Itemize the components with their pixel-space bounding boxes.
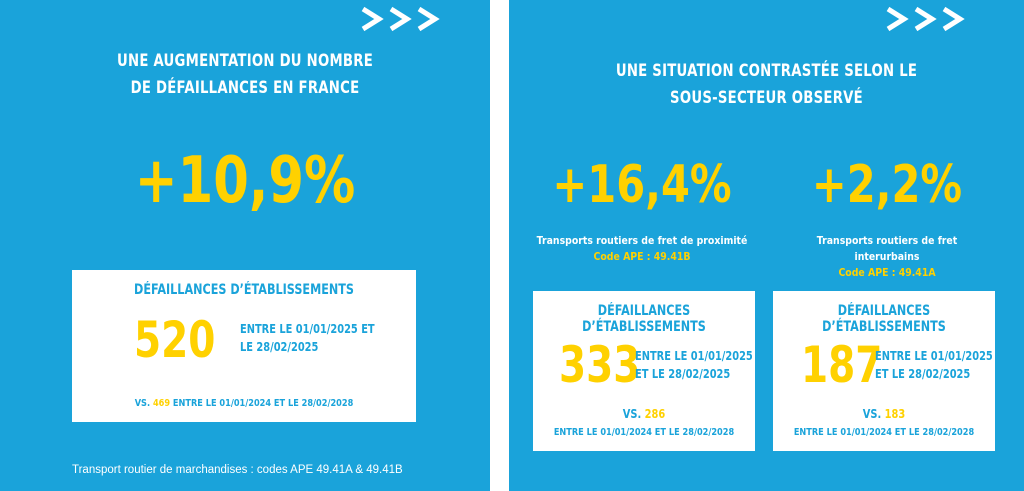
failure-count: 333 (559, 336, 641, 394)
left-title: UNE AUGMENTATION DU NOMBRE DE DÉFAILLANC… (54, 48, 436, 102)
period-line2: ET LE 28/02/2025 (875, 367, 971, 381)
failure-count: 520 (134, 311, 216, 369)
triple-chevron-right-icon (361, 6, 440, 32)
left-card: DÉFAILLANCES D’ÉTABLISSEMENTS 520 ENTRE … (72, 270, 416, 422)
footnote: Transport routier de marchandises : code… (72, 464, 403, 476)
vs-label: VS. (622, 407, 642, 421)
vs-value: 469 (152, 398, 171, 409)
card-heading: DÉFAILLANCES D’ÉTABLISSEMENTS (134, 282, 354, 298)
vs-period: ENTRE LE 01/01/2024 ET LE 28/02/2028 (553, 427, 735, 438)
card-heading: DÉFAILLANCES D’ÉTABLISSEMENTS (822, 303, 946, 335)
vs-label: VS. (134, 398, 151, 409)
vs-value: 183 (884, 407, 906, 421)
vs-label: VS. (862, 407, 882, 421)
sector-interurban-label: Transports routiers de fret interurbains (816, 234, 958, 263)
left-title-line1: UNE AUGMENTATION DU NOMBRE (116, 51, 374, 71)
comparison-value-line: VS. 286 (553, 407, 735, 421)
vs-period: ENTRE LE 01/01/2024 ET LE 28/02/2028 (172, 398, 354, 409)
left-title-line2: DE DÉFAILLANCES EN FRANCE (130, 78, 360, 98)
triple-chevron-right-icon (886, 6, 965, 32)
period-line1: ENTRE LE 01/01/2025 (875, 349, 993, 363)
left-percent: +10,9% (134, 144, 356, 218)
failure-count: 187 (801, 336, 883, 394)
vs-value: 286 (644, 407, 666, 421)
left-panel: UNE AUGMENTATION DU NOMBRE DE DÉFAILLANC… (0, 0, 490, 491)
right-title-line2: SOUS-SECTEUR OBSERVÉ (670, 88, 863, 108)
right-title-line1: UNE SITUATION CONTRASTÉE SELON LE (615, 61, 918, 81)
sector-interurban-code: Code APE : 49.41A (838, 266, 936, 279)
sector-proximity-card: DÉFAILLANCES D’ÉTABLISSEMENTS 333 ENTRE … (533, 291, 755, 451)
sector-proximity-caption: Transports routiers de fret de proximité… (529, 233, 755, 265)
period-line2: LE 28/02/2025 (240, 340, 319, 354)
card-heading: DÉFAILLANCES D’ÉTABLISSEMENTS (582, 303, 706, 335)
period-text: ENTRE LE 01/01/2025 ET LE 28/02/2025 (240, 320, 375, 356)
vs-period: ENTRE LE 01/01/2024 ET LE 28/02/2028 (793, 427, 975, 438)
period-line1: ENTRE LE 01/01/2025 ET (240, 322, 375, 336)
comparison-text: VS. 469 ENTRE LE 01/01/2024 ET LE 28/02/… (103, 398, 385, 409)
sector-interurban-percent: +2,2% (811, 155, 963, 215)
right-title: UNE SITUATION CONTRASTÉE SELON LE SOUS-S… (566, 58, 968, 112)
sector-interurban-caption: Transports routiers de fret interurbains… (783, 233, 990, 281)
right-panel: UNE SITUATION CONTRASTÉE SELON LE SOUS-S… (509, 0, 1024, 491)
sector-proximity-percent: +16,4% (552, 155, 732, 215)
sector-interurban-card: DÉFAILLANCES D’ÉTABLISSEMENTS 187 ENTRE … (773, 291, 995, 451)
period-line1: ENTRE LE 01/01/2025 (635, 349, 753, 363)
sector-proximity-label: Transports routiers de fret de proximité (536, 234, 748, 247)
period-line2: ET LE 28/02/2025 (635, 367, 731, 381)
comparison-value-line: VS. 183 (793, 407, 975, 421)
sector-proximity-code: Code APE : 49.41B (593, 250, 691, 263)
period-text: ENTRE LE 01/01/2025 ET LE 28/02/2025 (875, 347, 993, 383)
period-text: ENTRE LE 01/01/2025 ET LE 28/02/2025 (635, 347, 753, 383)
